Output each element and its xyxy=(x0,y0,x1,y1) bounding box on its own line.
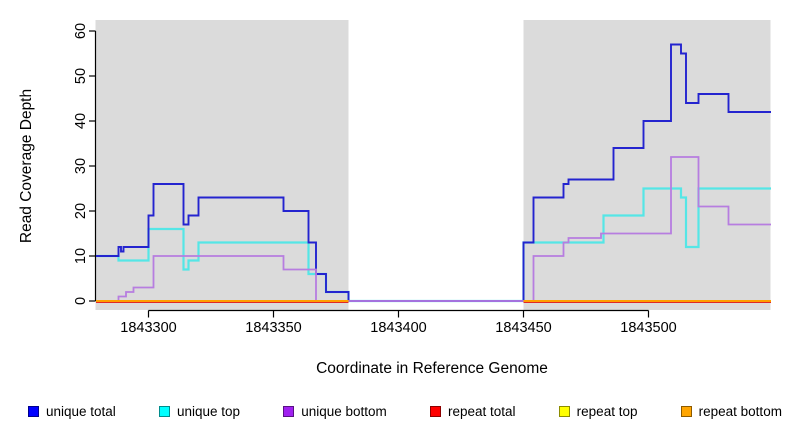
shaded-region xyxy=(95,20,349,310)
legend-label-repeat-bottom: repeat bottom xyxy=(698,403,782,419)
series-line-unique-total xyxy=(96,43,771,302)
legend: unique total unique top unique bottom re… xyxy=(28,398,782,424)
x-axis-title: Coordinate in Reference Genome xyxy=(316,360,548,377)
x-axis-tick-label: 1843450 xyxy=(495,320,551,336)
legend-swatch-repeat-bottom xyxy=(680,405,692,417)
shaded-region xyxy=(523,20,771,310)
x-axis-tick-label: 1843400 xyxy=(370,320,426,336)
x-axis-tick-label: 1843500 xyxy=(620,320,676,336)
legend-swatch-repeat-top xyxy=(558,405,570,417)
legend-label-unique-total: unique total xyxy=(46,403,116,419)
y-axis-title: Read Coverage Depth xyxy=(18,89,35,243)
legend-label-repeat-top: repeat top xyxy=(576,403,638,419)
y-axis-tick-label: 20 xyxy=(73,203,89,219)
legend-item-unique-bottom: unique bottom xyxy=(283,404,387,419)
y-axis-tick-label: 50 xyxy=(73,68,89,84)
shaded-regions xyxy=(95,20,771,310)
x-axis-tick-label: 1843350 xyxy=(245,320,301,336)
y-axis-tick-label: 30 xyxy=(73,158,89,174)
y-axis-tick-label: 60 xyxy=(73,23,89,39)
legend-item-unique-top: unique top xyxy=(158,403,241,419)
x-axis-tick-label: 1843300 xyxy=(120,320,176,336)
legend-swatch-unique-top xyxy=(158,405,170,417)
legend-swatch-repeat-total xyxy=(429,405,441,417)
legend-item-repeat-top: repeat top xyxy=(558,403,638,419)
legend-label-unique-top: unique top xyxy=(176,403,241,419)
legend-item-unique-total: unique total xyxy=(28,404,116,419)
axes: 0 10 20 30 40 50 60 1843300 1843350 1843400 184345… xyxy=(73,23,677,336)
series-lines xyxy=(96,43,771,303)
coverage-plot: 0 10 20 30 40 50 60 1843300 1843350 1843400 184345… xyxy=(18,20,771,377)
legend-swatch-unique-total xyxy=(28,405,39,417)
legend-swatch-unique-bottom xyxy=(283,405,295,417)
legend-item-repeat-bottom: repeat bottom xyxy=(680,403,782,419)
y-axis-tick-label: 10 xyxy=(73,248,89,264)
y-axis-tick-label: 40 xyxy=(73,113,89,129)
y-axis-tick-label: 0 xyxy=(73,297,89,305)
legend-label-unique-bottom: unique bottom xyxy=(301,403,387,419)
legend-label-repeat-total: repeat total xyxy=(447,403,516,419)
series-line-unique-bottom xyxy=(96,156,771,302)
legend-item-repeat-total: repeat total xyxy=(429,403,516,419)
